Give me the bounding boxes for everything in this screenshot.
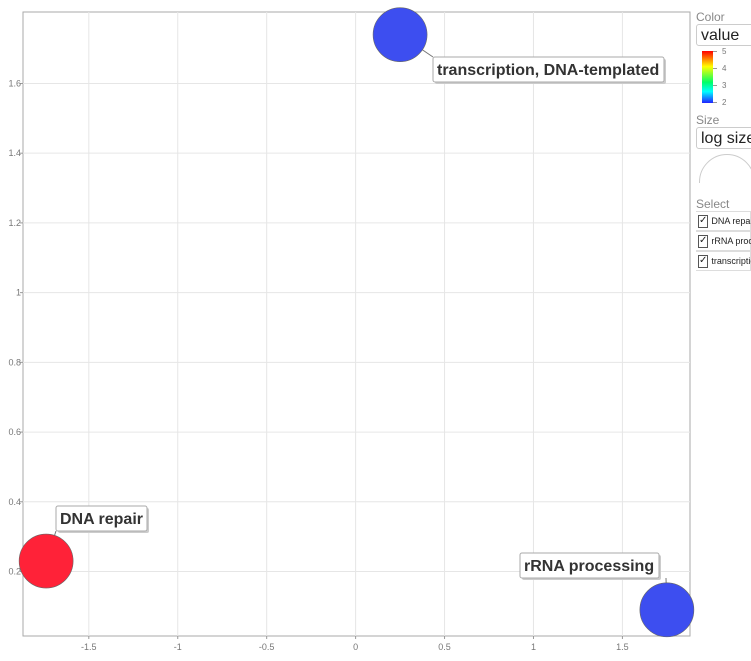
select-item[interactable]: ✓ rRNA processing — [696, 231, 751, 251]
bubble-label: rRNA processing — [524, 558, 654, 575]
checkbox-checked-icon[interactable]: ✓ — [698, 254, 709, 268]
bubble-group[interactable]: rRNA processing — [519, 552, 695, 638]
bubble-group[interactable]: DNA repair — [18, 505, 149, 589]
y-tick-label: 0.2 — [8, 567, 21, 577]
x-tick-label: 0.5 — [438, 642, 451, 652]
color-scale-tick: 5 — [722, 47, 727, 56]
x-tick-label: 1 — [531, 642, 536, 652]
legend-panel: Color value 5 4 3 2 Size log size Select… — [696, 10, 751, 300]
y-tick-label: 0.6 — [8, 427, 21, 437]
y-tick-label: 1 — [16, 288, 21, 298]
bubbles: transcription, DNA-templated DNA repair rR… — [18, 7, 695, 638]
size-select[interactable]: log size — [696, 127, 751, 149]
x-tick-label: 1.5 — [616, 642, 629, 652]
plot-area — [22, 11, 691, 637]
y-tick-label: 1.6 — [8, 78, 21, 88]
size-preview-circle — [699, 154, 751, 183]
select-item[interactable]: ✓ transcription, DNA-templated — [696, 251, 751, 271]
bubble[interactable] — [639, 582, 695, 638]
color-scale-tick: 4 — [722, 64, 727, 73]
x-tick-label: -1.5 — [81, 642, 97, 652]
select-item-label: transcription, DNA-templated — [711, 256, 751, 266]
size-legend-title: Size — [696, 113, 720, 127]
bubble-label: transcription, DNA-templated — [437, 62, 659, 79]
color-select[interactable]: value — [696, 24, 751, 46]
bubble-group[interactable]: transcription, DNA-templated — [372, 7, 666, 84]
label-box — [519, 552, 660, 579]
y-tick-label: 1.2 — [8, 218, 21, 228]
color-scale-tick: 2 — [722, 98, 727, 107]
select-list: ✓ DNA repair ✓ rRNA processing ✓ transcr… — [696, 211, 751, 271]
select-item-label: DNA repair — [711, 216, 751, 226]
size-preview — [696, 149, 751, 183]
y-tick-label: 0.4 — [8, 497, 21, 507]
bubble[interactable] — [18, 533, 74, 589]
checkbox-checked-icon[interactable]: ✓ — [698, 214, 709, 228]
checkbox-checked-icon[interactable]: ✓ — [698, 234, 709, 248]
select-legend-title: Select — [696, 197, 730, 211]
y-tick-label: 0.8 — [8, 357, 21, 367]
label-box — [432, 56, 665, 83]
select-item[interactable]: ✓ DNA repair — [696, 211, 751, 231]
x-tick-label: -1 — [174, 642, 182, 652]
color-gradient-bar — [702, 51, 713, 103]
color-legend-title: Color — [696, 10, 725, 24]
select-item-label: rRNA processing — [711, 236, 751, 246]
x-tick-label: 0 — [353, 642, 358, 652]
x-tick-label: -0.5 — [259, 642, 275, 652]
color-scale: 5 4 3 2 — [696, 47, 751, 109]
grid-lines — [23, 12, 690, 636]
bubble-label: DNA repair — [60, 511, 143, 528]
label-box — [55, 505, 148, 532]
bubble[interactable] — [372, 7, 428, 62]
color-scale-tick: 3 — [722, 81, 727, 90]
y-tick-label: 1.4 — [8, 148, 21, 158]
axis-ticks: -1.5 -1 -0.5 0 0.5 1 1.5 0.2 0.4 0.6 0.8 1 1.2 1.4 1.6 — [8, 78, 628, 652]
